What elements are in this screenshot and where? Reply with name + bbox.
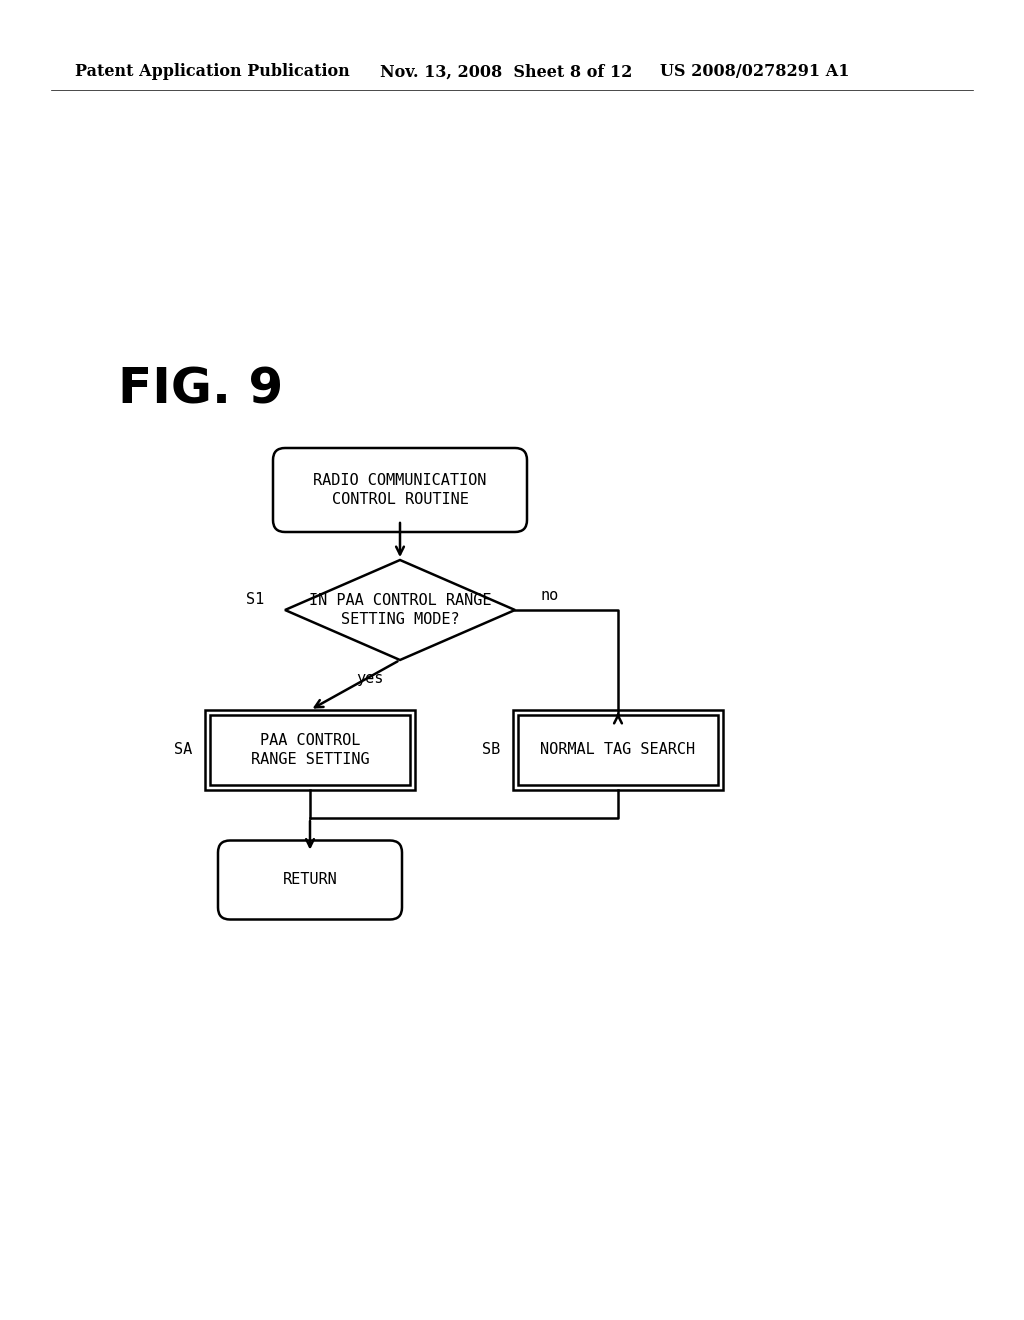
- Text: Patent Application Publication: Patent Application Publication: [75, 63, 350, 81]
- Text: IN PAA CONTROL RANGE
SETTING MODE?: IN PAA CONTROL RANGE SETTING MODE?: [309, 593, 492, 627]
- Text: PAA CONTROL
RANGE SETTING: PAA CONTROL RANGE SETTING: [251, 733, 370, 767]
- Text: FIG. 9: FIG. 9: [118, 366, 284, 414]
- Polygon shape: [285, 560, 515, 660]
- Text: yes: yes: [356, 671, 384, 685]
- Text: RADIO COMMUNICATION
CONTROL ROUTINE: RADIO COMMUNICATION CONTROL ROUTINE: [313, 473, 486, 507]
- Text: NORMAL TAG SEARCH: NORMAL TAG SEARCH: [541, 742, 695, 758]
- Bar: [205, 710, 415, 789]
- Bar: [210, 715, 410, 785]
- Text: Nov. 13, 2008  Sheet 8 of 12: Nov. 13, 2008 Sheet 8 of 12: [380, 63, 633, 81]
- Text: SB: SB: [482, 742, 500, 758]
- Text: US 2008/0278291 A1: US 2008/0278291 A1: [660, 63, 850, 81]
- FancyBboxPatch shape: [218, 841, 402, 920]
- FancyBboxPatch shape: [273, 447, 527, 532]
- Text: RETURN: RETURN: [283, 873, 337, 887]
- Text: SA: SA: [174, 742, 193, 758]
- Bar: [513, 710, 723, 789]
- Text: no: no: [540, 587, 558, 602]
- Text: S1: S1: [246, 593, 264, 607]
- Bar: [518, 715, 718, 785]
